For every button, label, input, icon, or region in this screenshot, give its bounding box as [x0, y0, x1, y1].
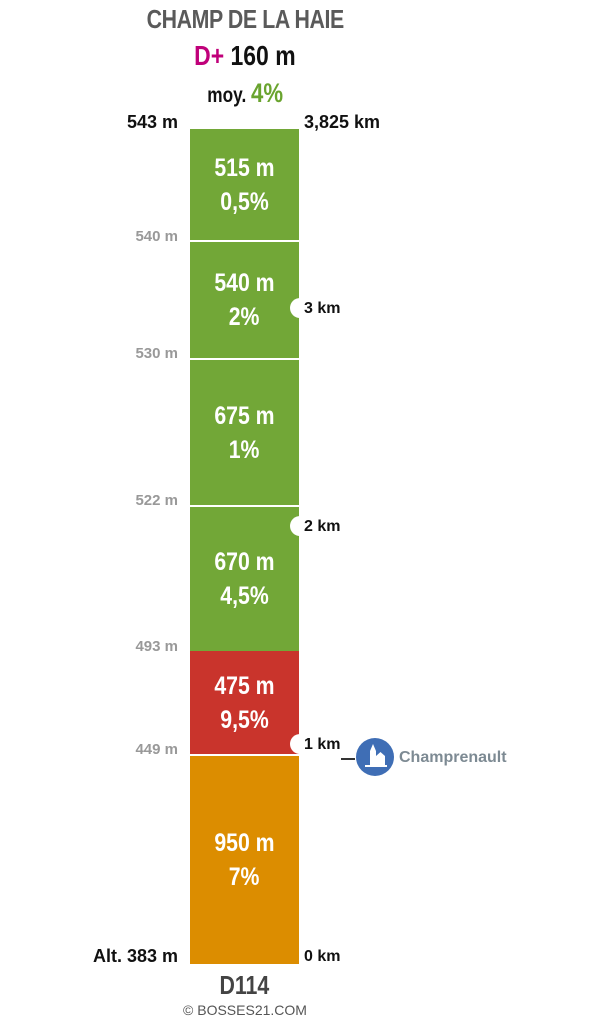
- segment-4-length: 670 m: [214, 548, 275, 576]
- bottom-altitude: Alt. 383 m: [92, 946, 178, 966]
- elevation-gain-label: D+: [194, 40, 225, 71]
- segment-1-grade: 0,5%: [220, 188, 269, 216]
- segment-3: 675 m 1%: [190, 360, 299, 505]
- km-marker: 2 km: [304, 518, 341, 535]
- segment-1-length: 515 m: [214, 154, 275, 182]
- segment-1: 515 m 0,5%: [190, 129, 299, 241]
- km-notch: [290, 298, 310, 318]
- segment-6: 950 m 7%: [190, 756, 299, 964]
- segment-5-grade: 9,5%: [220, 706, 269, 734]
- poi-label: Champrenault: [399, 749, 507, 766]
- segment-3-grade: 1%: [229, 435, 260, 464]
- segment-divider: [190, 358, 299, 360]
- top-distance: 3,825 km: [304, 112, 381, 132]
- km-notch: [290, 734, 310, 754]
- altitude-label: 522 m: [135, 492, 178, 509]
- segment-5: 475 m 9,5%: [190, 651, 299, 755]
- segment-2-grade: 2%: [229, 303, 260, 331]
- church-icon: [356, 738, 394, 776]
- top-altitude: 543 m: [126, 112, 178, 132]
- segment-6-length: 950 m: [214, 829, 275, 857]
- segment-2: 540 m 2%: [190, 242, 299, 358]
- average-label: moy.: [207, 84, 247, 107]
- road-name: D114: [219, 970, 270, 1000]
- average-grade: moy. 4%: [90, 78, 400, 109]
- altitude-label: 530 m: [135, 345, 178, 362]
- elevation-gain: D+ 160 m: [90, 40, 400, 72]
- elevation-gain-value: 160 m: [230, 40, 296, 71]
- segment-divider: [190, 240, 299, 242]
- segment-4-grade: 4,5%: [220, 582, 269, 610]
- segment-6-grade: 7%: [229, 863, 260, 891]
- climb-profile: 515 m 0,5% 540 m 2% 675 m 1% 670 m 4,5% …: [190, 129, 299, 964]
- climb-title: CHAMP DE LA HAIE: [146, 4, 344, 34]
- altitude-label: 540 m: [135, 228, 178, 245]
- segment-2-length: 540 m: [214, 269, 275, 297]
- segment-3-length: 675 m: [214, 401, 275, 430]
- segment-divider: [190, 505, 299, 507]
- segment-divider: [190, 754, 299, 756]
- km-notch: [290, 516, 310, 536]
- copyright: © BOSSES21.COM: [183, 1002, 307, 1018]
- segment-4: 670 m 4,5%: [190, 507, 299, 651]
- km-marker: 3 km: [304, 300, 341, 317]
- bottom-distance: 0 km: [304, 948, 341, 965]
- altitude-label: 449 m: [135, 741, 178, 758]
- average-value: 4%: [250, 78, 283, 108]
- km-marker: 1 km: [304, 736, 341, 753]
- altitude-label: 493 m: [135, 638, 178, 655]
- segment-5-length: 475 m: [214, 672, 275, 700]
- poi-connector: [341, 758, 355, 760]
